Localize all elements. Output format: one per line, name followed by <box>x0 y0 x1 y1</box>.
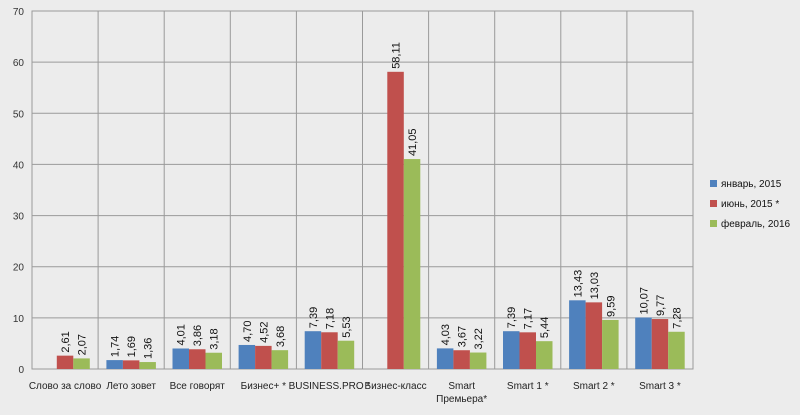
x-tick-label: Лето зовет <box>106 381 156 392</box>
bar <box>73 358 90 369</box>
data-label: 5,53 <box>341 316 353 337</box>
legend-label: февраль, 2016 <box>721 218 791 230</box>
x-tick-label: Бизнес+ * <box>241 381 286 392</box>
data-label: 13,03 <box>589 272 601 300</box>
y-tick-label: 30 <box>13 212 25 223</box>
x-tick-label: Smart 2 * <box>573 381 615 392</box>
y-tick-label: 60 <box>13 58 25 69</box>
data-label: 7,39 <box>506 307 518 328</box>
data-label: 13,43 <box>572 270 584 298</box>
bar <box>651 319 669 369</box>
bars: 2,61 2,07 1,74 1,69 1,36 4,01 3,86 3,18 4,70 4,52… <box>56 42 685 369</box>
data-label: 3,22 <box>473 328 485 349</box>
data-label: 5,44 <box>539 317 551 338</box>
gridlines <box>32 11 693 369</box>
data-label: 4,01 <box>176 324 188 345</box>
x-tick-label: Smart <box>448 381 475 392</box>
bar <box>321 332 338 369</box>
x-tick-label: BUSINESS.PRO * <box>289 381 371 392</box>
data-label: 2,07 <box>77 334 89 355</box>
x-tick-label: Smart 1 * <box>507 381 549 392</box>
bar <box>602 319 619 369</box>
bar <box>453 350 470 369</box>
data-label: 7,18 <box>324 308 336 329</box>
bar <box>205 352 222 369</box>
x-tick-label: Бизнес-класс <box>365 381 427 392</box>
y-axis: 0 10 20 30 40 50 60 70 <box>13 7 25 376</box>
x-axis: Слово за слово Лето зовет Все говорят Бизне… <box>29 381 681 405</box>
data-label: 3,86 <box>192 325 204 346</box>
x-tick-label: Все говорят <box>170 381 226 392</box>
bar <box>536 341 553 369</box>
bar <box>255 345 272 369</box>
bar <box>304 331 322 369</box>
data-label: 1,69 <box>126 336 138 357</box>
data-label: 3,68 <box>275 326 287 347</box>
bar <box>403 159 421 369</box>
data-label: 10,07 <box>638 287 650 315</box>
bar <box>271 350 289 369</box>
legend-swatch <box>710 220 717 227</box>
bar <box>238 344 256 369</box>
y-tick-label: 20 <box>13 263 25 274</box>
bar <box>139 362 156 369</box>
legend-label: июнь, 2015 * <box>721 199 779 210</box>
data-label: 9,59 <box>605 296 617 317</box>
x-tick-label: Smart 3 * <box>639 381 681 392</box>
data-label: 41,05 <box>407 129 419 157</box>
bar <box>569 300 586 369</box>
bar <box>106 360 123 369</box>
bar <box>56 355 74 369</box>
bar <box>503 331 520 369</box>
bar <box>337 340 355 369</box>
data-label: 7,39 <box>308 307 320 328</box>
y-tick-label: 0 <box>18 365 24 376</box>
data-label: 2,61 <box>60 331 72 352</box>
data-label: 3,67 <box>457 326 469 347</box>
bar <box>519 332 536 369</box>
data-label: 1,36 <box>143 338 155 359</box>
y-tick-label: 10 <box>13 314 25 325</box>
y-tick-label: 50 <box>13 109 25 120</box>
bar <box>668 331 685 369</box>
legend-swatch <box>710 180 717 187</box>
data-label: 58,11 <box>391 42 403 69</box>
data-label: 4,70 <box>242 321 254 342</box>
bar <box>122 360 140 369</box>
data-label: 7,17 <box>523 308 535 329</box>
bar <box>635 317 652 369</box>
data-label: 1,74 <box>110 336 122 357</box>
y-tick-label: 70 <box>13 7 25 18</box>
bar <box>436 348 454 369</box>
x-tick-label: Слово за слово <box>29 381 102 392</box>
y-tick-label: 40 <box>13 160 25 171</box>
legend: январь, 2015 июнь, 2015 * февраль, 2016 <box>710 179 791 230</box>
legend-label: январь, 2015 <box>721 179 782 190</box>
bar <box>387 71 404 369</box>
bar <box>585 302 603 369</box>
bar <box>469 352 487 369</box>
bar <box>172 348 189 369</box>
legend-swatch <box>710 200 717 207</box>
data-label: 4,52 <box>258 321 270 342</box>
data-label: 7,28 <box>671 307 683 328</box>
data-label: 3,18 <box>209 328 221 349</box>
bar <box>189 349 206 369</box>
data-label: 9,77 <box>655 295 667 316</box>
data-label: 4,03 <box>440 324 452 345</box>
x-tick-label: Премьера* <box>436 394 487 405</box>
